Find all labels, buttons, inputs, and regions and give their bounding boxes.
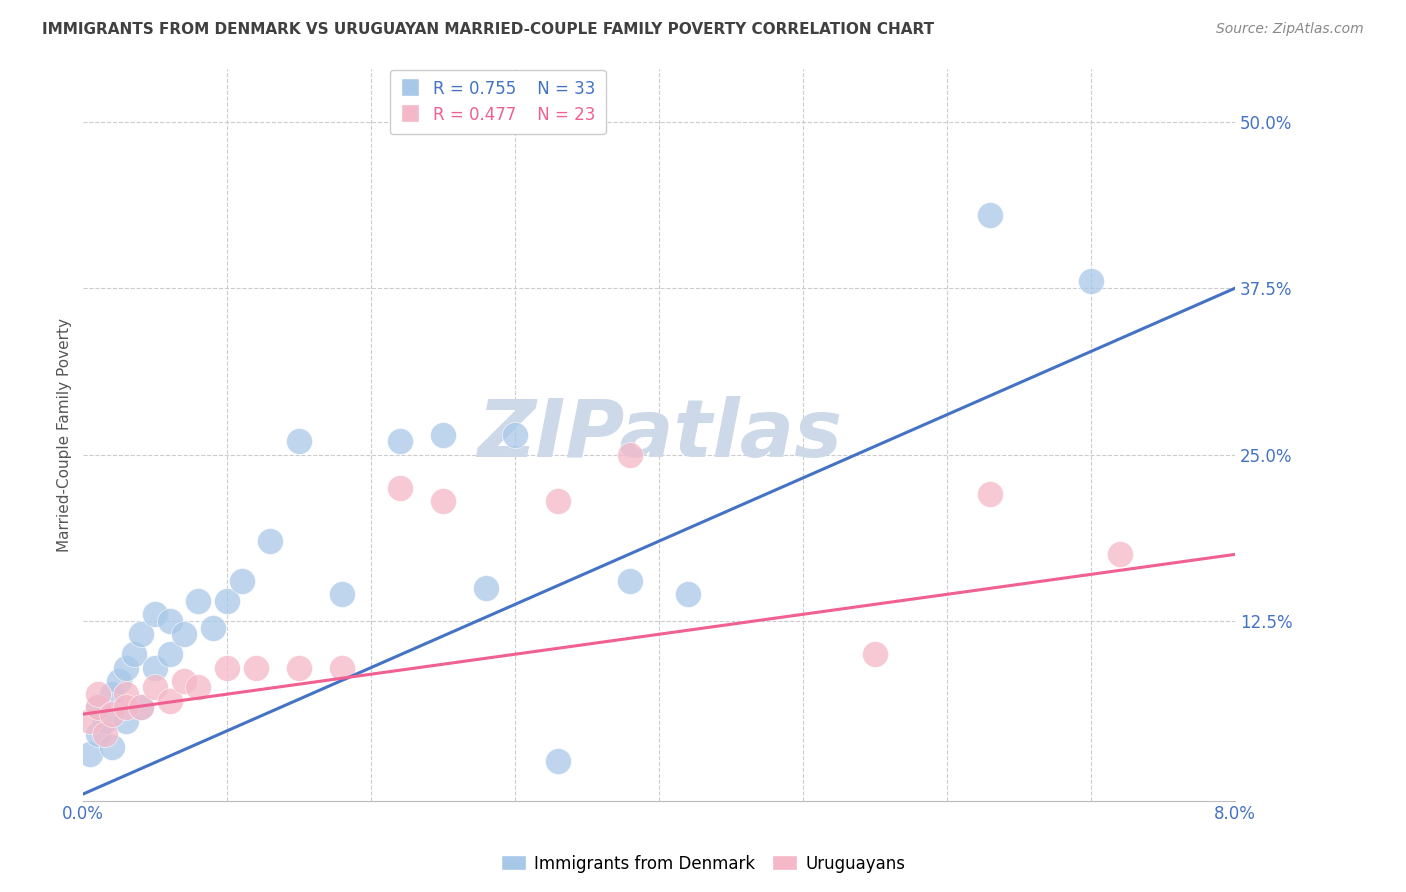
Point (979, 487, 1001, 501)
Point (547, 754, 569, 768)
Point (129, 700, 152, 714)
Point (201, 621, 224, 635)
Point (159, 647, 181, 661)
Point (129, 700, 152, 714)
Text: IMMIGRANTS FROM DENMARK VS URUGUAYAN MARRIED-COUPLE FAMILY POVERTY CORRELATION C: IMMIGRANTS FROM DENMARK VS URUGUAYAN MAR… (42, 22, 935, 37)
Point (94, 727, 117, 741)
Point (503, 427, 526, 442)
Point (143, 660, 166, 674)
Point (86, 727, 108, 741)
Point (979, 208, 1001, 222)
Point (173, 627, 195, 641)
Point (547, 494, 569, 508)
Point (79, 714, 101, 728)
Point (115, 714, 138, 728)
Point (101, 707, 124, 722)
Point (159, 694, 181, 708)
Point (288, 660, 311, 674)
Point (217, 594, 239, 608)
Point (143, 681, 166, 695)
Point (245, 660, 267, 674)
Point (332, 587, 354, 601)
Point (231, 574, 253, 588)
Point (101, 740, 124, 755)
Point (187, 594, 209, 608)
Point (863, 647, 886, 661)
Point (143, 607, 166, 622)
Point (619, 574, 641, 588)
Point (259, 534, 281, 549)
Text: ZIPatlas: ZIPatlas (477, 395, 842, 474)
Point (86, 700, 108, 714)
Text: Source: ZipAtlas.com: Source: ZipAtlas.com (1216, 22, 1364, 37)
Point (432, 427, 454, 442)
Point (619, 448, 641, 462)
Point (432, 494, 454, 508)
Point (187, 681, 209, 695)
Point (94, 714, 117, 728)
Point (115, 687, 138, 701)
Point (676, 587, 699, 601)
Point (122, 647, 145, 661)
Point (108, 673, 131, 688)
Point (101, 687, 124, 701)
Legend: R = 0.755    N = 33, R = 0.477    N = 23: R = 0.755 N = 33, R = 0.477 N = 23 (389, 70, 606, 134)
Point (389, 434, 412, 449)
Legend: Immigrants from Denmark, Uruguayans: Immigrants from Denmark, Uruguayans (494, 848, 912, 880)
Point (332, 660, 354, 674)
Point (475, 581, 498, 595)
Point (79, 747, 101, 761)
Point (86, 687, 108, 701)
Point (173, 673, 195, 688)
Point (1109, 547, 1132, 561)
Point (1080, 275, 1102, 289)
Point (389, 481, 412, 495)
Point (115, 700, 138, 714)
Point (217, 660, 239, 674)
Point (159, 614, 181, 628)
Point (86, 700, 108, 714)
Point (288, 434, 311, 449)
Point (129, 627, 152, 641)
Point (115, 660, 138, 674)
Y-axis label: Married-Couple Family Poverty: Married-Couple Family Poverty (58, 318, 72, 551)
